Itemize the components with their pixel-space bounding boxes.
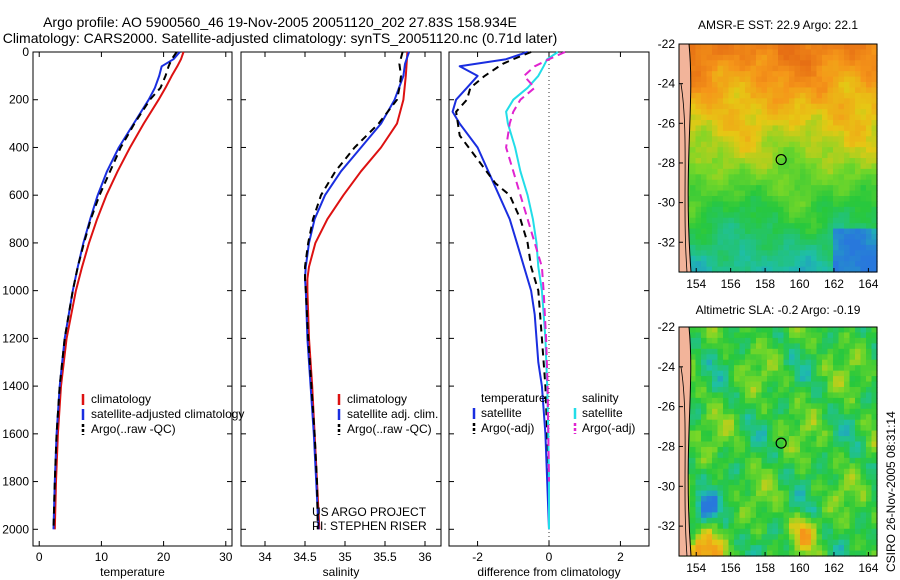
depth-tick-label: 1400 xyxy=(2,379,29,393)
project-annotation: US ARGO PROJECT xyxy=(312,505,427,519)
temperature-profile-xlabel: temperature xyxy=(100,565,165,579)
depth-tick-label: 2000 xyxy=(2,522,29,536)
figure-title-line-1: Argo profile: AO 5900560_46 19-Nov-2005 … xyxy=(43,14,517,30)
salinity-profile-xlabel: salinity xyxy=(323,565,360,579)
sla-map-shelf-contour xyxy=(680,366,688,557)
difference-profile-series-salinity-satellite xyxy=(505,51,559,530)
salinity-profile-series-satellite-adj-clim- xyxy=(304,51,410,530)
sla-map-xtick-label: 164 xyxy=(858,561,878,575)
depth-tick-label: 1200 xyxy=(2,331,29,345)
salinity-profile-xtick-label: 34 xyxy=(258,550,272,564)
difference-legend-salinity-title: salinity xyxy=(582,391,619,405)
salinity-profile-xtick-label: 36 xyxy=(418,550,432,564)
sst-map-xtick-label: 160 xyxy=(790,277,810,291)
sla-map-ytick-label: -30 xyxy=(658,479,676,493)
sst-map-float-marker xyxy=(775,153,787,166)
sla-map-ytick-label: -32 xyxy=(658,519,676,533)
sst-map-xtick-label: 164 xyxy=(858,277,878,291)
difference-legend-label: satellite xyxy=(481,406,522,420)
sst-map-xtick-label: 162 xyxy=(824,277,844,291)
sst-map-xtick-label: 154 xyxy=(686,277,706,291)
salinity-profile-xtick-label: 34.5 xyxy=(293,550,317,564)
difference-profile-series-salinity-argo-adj- xyxy=(505,51,566,482)
sla-map-ytick-label: -28 xyxy=(658,439,676,453)
depth-tick-label: 800 xyxy=(9,236,29,250)
depth-tick-label: 200 xyxy=(9,93,29,107)
temperature-profile-series-argo-raw-qc- xyxy=(52,51,178,530)
sst-map-ytick-label: -22 xyxy=(658,37,676,51)
sla-map-xtick-label: 156 xyxy=(721,561,741,575)
difference-profile-xtick-label: -2 xyxy=(472,550,483,564)
depth-tick-label: 0 xyxy=(22,45,29,59)
difference-profile-xtick-label: 0 xyxy=(546,550,553,564)
salinity-profile-frame xyxy=(240,51,442,547)
sla-map-xtick-label: 162 xyxy=(824,561,844,575)
sst-map-shelf-contour xyxy=(680,83,688,273)
sst-map-xtick-label: 156 xyxy=(721,277,741,291)
sst-map-ytick-label: -30 xyxy=(658,196,676,210)
depth-tick-label: 400 xyxy=(9,140,29,154)
salinity-profile-legend-label: Argo(..raw -QC) xyxy=(347,422,432,436)
sla-map-coastline xyxy=(687,326,692,557)
temperature-profile-xtick-label: 10 xyxy=(95,550,109,564)
depth-tick-label: 1800 xyxy=(2,475,29,489)
difference-legend-label: satellite xyxy=(582,406,623,420)
sst-map-coastline xyxy=(687,43,692,273)
difference-profile-xlabel: difference from climatology xyxy=(477,565,620,579)
sst-map-ytick-label: -32 xyxy=(658,235,676,249)
salinity-profile-xtick-label: 35 xyxy=(338,550,352,564)
temperature-profile-xtick-label: 0 xyxy=(36,550,43,564)
salinity-profile-legend-label: satellite adj. clim. xyxy=(347,407,438,421)
temperature-profile-xtick-label: 20 xyxy=(157,550,171,564)
sla-map-frame xyxy=(678,326,878,557)
timestamp-stamp: CSIRO 26-Nov-2005 08:31:14 xyxy=(884,411,898,572)
difference-legend-label: Argo(-adj) xyxy=(481,421,534,435)
sst-map-ytick-label: -24 xyxy=(658,77,676,91)
temperature-profile-legend-label: satellite-adjusted climatology xyxy=(91,407,244,421)
sla-map-float-marker xyxy=(775,437,787,449)
sst-map-xtick-label: 158 xyxy=(755,277,775,291)
sla-map-ytick-label: -24 xyxy=(658,360,676,374)
sla-map-ytick-label: -26 xyxy=(658,400,676,414)
salinity-profile-series-climatology xyxy=(306,51,409,530)
sla-map-xtick-label: 160 xyxy=(790,561,810,575)
difference-profile-xtick-label: 2 xyxy=(617,550,624,564)
salinity-profile-xtick-label: 35.5 xyxy=(373,550,397,564)
temperature-profile-series-satellite-adjusted-climatology xyxy=(52,51,181,530)
temperature-profile-legend-label: Argo(..raw -QC) xyxy=(91,422,176,436)
sla-map-xtick-label: 154 xyxy=(686,561,706,575)
difference-profile-series-temperature-argo-adj- xyxy=(455,51,550,482)
temperature-profile-frame xyxy=(32,51,233,547)
sla-map-xtick-label: 158 xyxy=(755,561,775,575)
difference-profile-series-temperature-satellite xyxy=(451,51,550,530)
project-annotation: PI: STEPHEN RISER xyxy=(312,519,427,533)
temperature-profile-legend-label: climatology xyxy=(91,392,151,406)
temperature-profile-series-climatology xyxy=(53,51,185,530)
depth-tick-label: 600 xyxy=(9,188,29,202)
sst-map-ytick-label: -28 xyxy=(658,156,676,170)
sst-map-title: AMSR-E SST: 22.9 Argo: 22.1 xyxy=(698,18,858,32)
depth-tick-label: 1600 xyxy=(2,427,29,441)
salinity-profile-series-argo-raw-qc- xyxy=(304,51,404,530)
sst-map-frame xyxy=(678,43,878,273)
sla-map-field xyxy=(679,327,878,557)
sst-map-ytick-label: -26 xyxy=(658,116,676,130)
sst-map-field xyxy=(679,44,878,273)
sla-map-title: Altimetric SLA: -0.2 Argo: -0.19 xyxy=(696,303,861,317)
temperature-profile-xtick-label: 30 xyxy=(219,550,233,564)
figure-title-line-2: Climatology: CARS2000. Satellite-adjuste… xyxy=(2,30,558,46)
depth-tick-label: 1000 xyxy=(2,284,29,298)
sla-map-ytick-label: -22 xyxy=(658,320,676,334)
difference-legend-label: Argo(-adj) xyxy=(582,421,635,435)
difference-legend-temperature-title: temperature xyxy=(481,391,546,405)
salinity-profile-legend-label: climatology xyxy=(347,392,407,406)
